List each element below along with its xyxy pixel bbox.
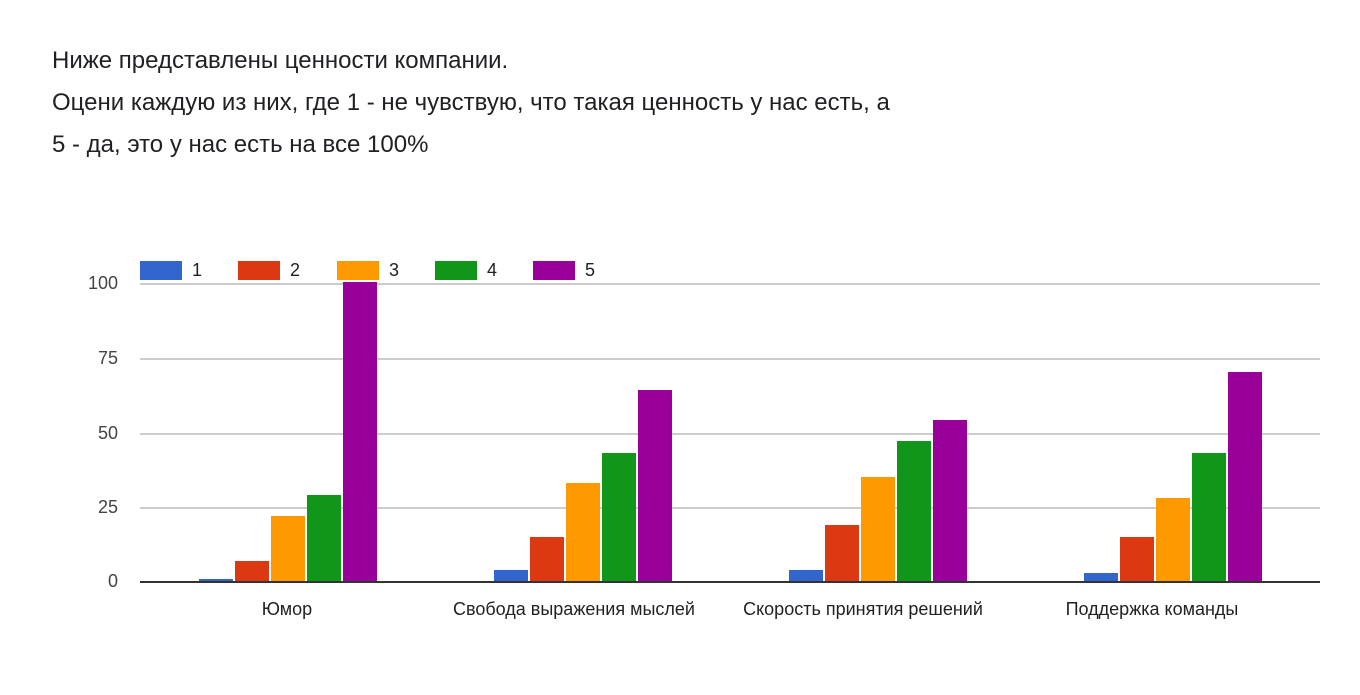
question-line-2: Оцени каждую из них, где 1 - не чувствую… <box>52 89 890 116</box>
gridline-100 <box>140 283 1320 285</box>
legend-item-2[interactable]: 2 <box>238 259 300 281</box>
bar-1-rating-3[interactable] <box>270 516 305 582</box>
legend-label-3: 3 <box>389 259 400 280</box>
bar-2-rating-2[interactable] <box>529 537 564 582</box>
bar-4-rating-2[interactable] <box>1119 537 1154 582</box>
legend-label-5: 5 <box>585 259 596 280</box>
bar-2-rating-3[interactable] <box>565 483 600 582</box>
bar-1-rating-1[interactable] <box>198 579 233 582</box>
y-tick-75: 75 <box>97 348 118 368</box>
x-label-humor: Юмор <box>261 599 313 619</box>
gridline-25 <box>140 507 1320 509</box>
legend-item-1[interactable]: 1 <box>140 259 202 281</box>
bar-1-rating-5[interactable] <box>342 282 377 582</box>
legend-label-2: 2 <box>290 259 301 280</box>
legend-item-4[interactable]: 4 <box>435 259 497 281</box>
bar-1-rating-4[interactable] <box>306 495 341 582</box>
bar-3-rating-1[interactable] <box>788 570 823 582</box>
bar-3-rating-3[interactable] <box>860 477 895 582</box>
bar-3-rating-4[interactable] <box>896 441 931 582</box>
bar-2-rating-5[interactable] <box>637 390 672 582</box>
bar-3-rating-5[interactable] <box>932 420 967 582</box>
gridline-75 <box>140 358 1320 360</box>
x-label-speed: Скорость принятия решений <box>743 599 983 619</box>
bar-4-rating-5[interactable] <box>1227 372 1262 582</box>
bar-2-rating-1[interactable] <box>493 570 528 582</box>
bar-4-rating-4[interactable] <box>1191 453 1226 582</box>
x-label-support: Поддержка команды <box>1065 599 1239 619</box>
legend-item-5[interactable]: 5 <box>533 259 595 281</box>
legend-label-1: 1 <box>192 259 203 280</box>
bar-2-rating-4[interactable] <box>601 453 636 582</box>
y-tick-0: 0 <box>107 571 118 591</box>
legend-swatch-3 <box>337 260 379 280</box>
question-title: Ниже представлены ценности компании. Оце… <box>52 40 890 166</box>
y-tick-100: 100 <box>87 273 118 293</box>
x-label-freedom: Свобода выражения мыслей <box>452 599 695 619</box>
bar-3-rating-2[interactable] <box>824 525 859 582</box>
y-tick-50: 50 <box>97 423 118 443</box>
gridline-50 <box>140 433 1320 435</box>
question-line-3: 5 - да, это у нас есть на все 100% <box>52 131 429 158</box>
x-axis-line <box>140 581 1320 583</box>
legend-item-3[interactable]: 3 <box>337 259 399 281</box>
legend-swatch-2 <box>238 260 280 280</box>
question-line-1: Ниже представлены ценности компании. <box>52 47 509 74</box>
legend-label-4: 4 <box>487 259 498 280</box>
bar-4-rating-1[interactable] <box>1083 573 1118 582</box>
bar-1-rating-2[interactable] <box>234 561 269 582</box>
y-tick-25: 25 <box>97 497 118 517</box>
legend-swatch-5 <box>533 260 575 280</box>
legend-swatch-4 <box>435 260 477 280</box>
legend-swatch-1 <box>140 260 182 280</box>
bar-4-rating-3[interactable] <box>1155 498 1190 582</box>
